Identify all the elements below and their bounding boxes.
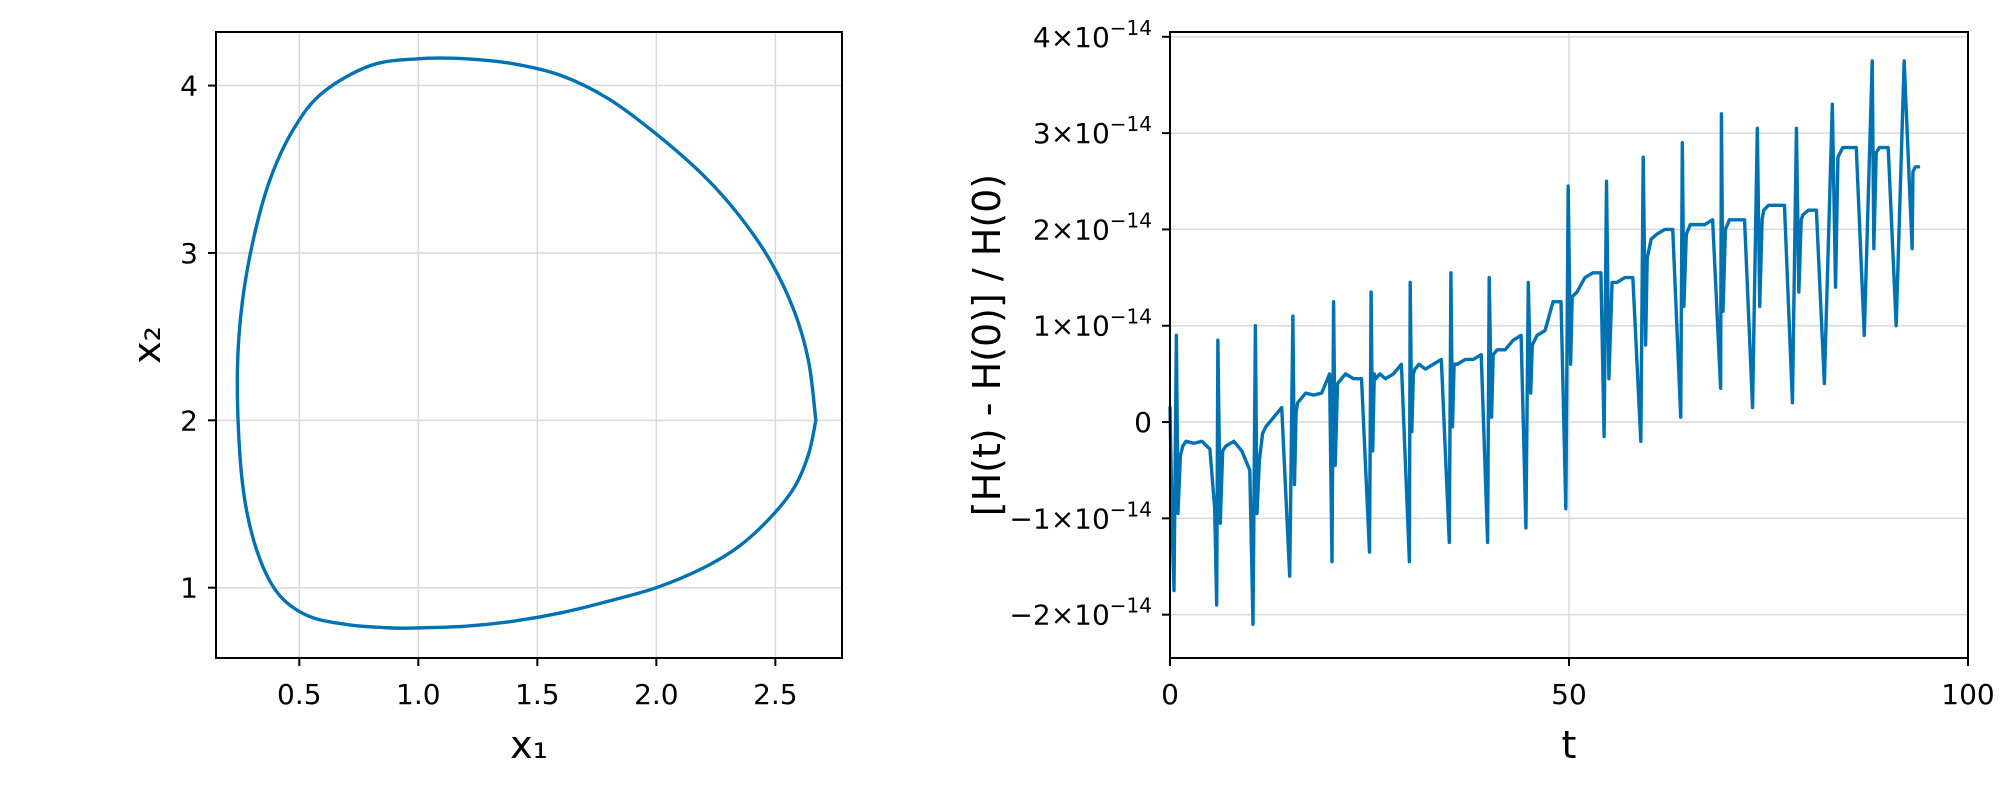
x-axis-label: t: [1562, 723, 1577, 767]
y-tick-base: ×10: [1051, 117, 1110, 150]
y-tick-label: 1×10−14: [1033, 305, 1152, 343]
y-tick-base: ×10: [1051, 502, 1110, 535]
y-tick-mantissa: 3: [1033, 117, 1051, 150]
y-tick-base: ×10: [1051, 213, 1110, 246]
x-tick-label: 100: [1941, 678, 1994, 711]
x-tick-label: 2.0: [634, 678, 679, 711]
y-tick-label: 3×10−14: [1033, 112, 1152, 150]
phase-orbit-line: [235, 56, 818, 630]
x-tick-label: 1.5: [515, 678, 560, 711]
y-axis-label: x₂: [125, 326, 169, 364]
y-tick-base: ×10: [1051, 310, 1110, 343]
y-tick-label: 0: [1134, 406, 1152, 439]
y-tick-mantissa: 0: [1134, 406, 1152, 439]
energy-error-line: [1168, 59, 1921, 626]
y-tick-base: ×10: [1051, 599, 1110, 632]
y-tick-base: ×10: [1051, 21, 1110, 54]
y-tick-exponent: −14: [1110, 16, 1152, 40]
y-tick-mantissa: 2: [1033, 213, 1051, 246]
y-tick-exponent: −14: [1110, 497, 1152, 521]
y-tick-label: 2: [180, 404, 198, 437]
y-tick-mantissa: −1: [1009, 502, 1050, 535]
y-tick-exponent: −14: [1110, 112, 1152, 136]
y-tick-label: −1×10−14: [1009, 497, 1152, 535]
x-tick-label: 0: [1161, 678, 1179, 711]
y-tick-exponent: −14: [1110, 305, 1152, 329]
x-axis-label: x₁: [510, 723, 548, 767]
y-tick-mantissa: 4: [1033, 21, 1051, 54]
y-tick-label: 4: [180, 70, 198, 103]
y-tick-label: −2×10−14: [1009, 594, 1152, 632]
x-tick-label: 0.5: [277, 678, 322, 711]
phase-portrait-panel: 0.5 1.0 1.5 2.0 2.5 1 2 3 4 x₁ x₂: [125, 31, 843, 767]
y-axis-label: [H(t) - H(0)] / H(0): [965, 174, 1009, 516]
y-tick-mantissa: 1: [1033, 310, 1051, 343]
x-tick-label: 2.5: [753, 678, 798, 711]
x-tick-label: 1.0: [396, 678, 441, 711]
y-tick-label: 3: [180, 237, 198, 270]
y-tick-label: 1: [180, 572, 198, 605]
y-tick-exponent: −14: [1110, 208, 1152, 232]
energy-error-panel: 0 50 100−2×10−14−1×10−1401×10−142×10−143×1…: [965, 16, 1995, 767]
y-tick-mantissa: −2: [1009, 599, 1050, 632]
y-tick-label: 4×10−14: [1033, 16, 1152, 54]
y-tick-exponent: −14: [1110, 594, 1152, 618]
x-tick-label: 50: [1551, 678, 1587, 711]
y-tick-label: 2×10−14: [1033, 208, 1152, 246]
plot-frame: [215, 31, 843, 659]
